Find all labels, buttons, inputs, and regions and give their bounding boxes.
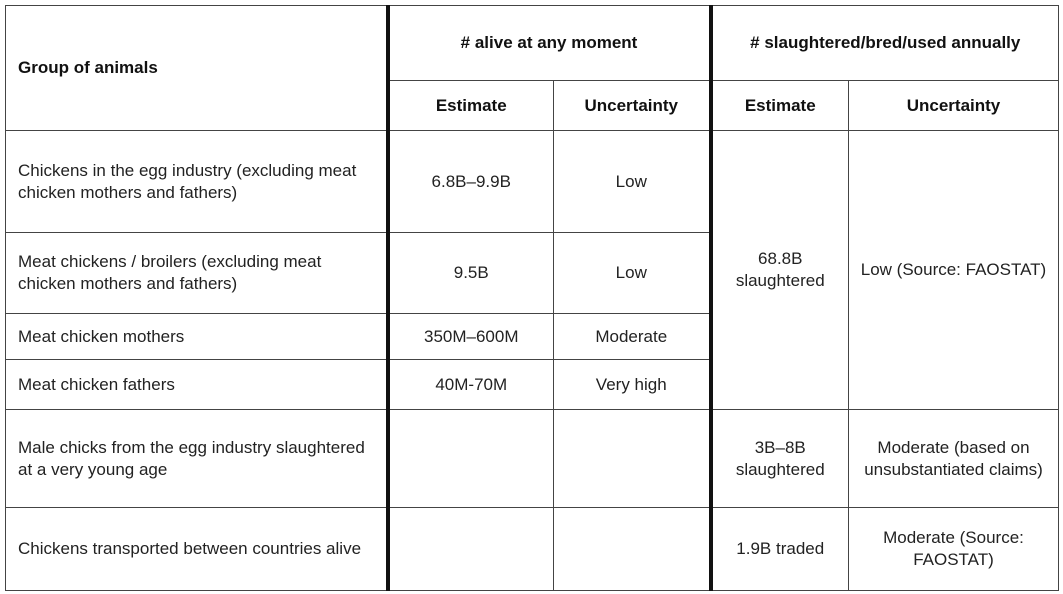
cell: Very high	[553, 359, 713, 410]
empty-cell	[553, 409, 713, 508]
cell: 40M-70M	[387, 359, 554, 410]
row: Chickens in the egg industry (excluding …	[5, 130, 1059, 410]
empty-cell	[553, 507, 713, 591]
header-cell: Group of animals	[5, 5, 390, 131]
cell: Low (Source: FAOSTAT)	[848, 130, 1059, 410]
header-cell: # alive at any moment	[387, 5, 713, 81]
cell: 6.8B–9.9B	[387, 130, 554, 233]
empty-cell	[387, 507, 554, 591]
cell: Meat chicken fathers	[5, 359, 390, 410]
cell: 9.5B	[387, 232, 554, 314]
cell: Male chicks from the egg industry slaugh…	[5, 409, 390, 508]
header-cell: # slaughtered/bred/used annually	[710, 5, 1059, 81]
empty-cell	[387, 409, 554, 508]
cell: Moderate (based on unsubstantiated claim…	[848, 409, 1059, 508]
header-row: Group of animals # alive at any moment #…	[5, 5, 1059, 131]
header-row: Estimate Uncertainty Estimate Uncertaint…	[6, 80, 1059, 131]
cell: 3B–8B slaughtered	[710, 409, 849, 508]
header-cell: Uncertainty	[553, 80, 713, 131]
cell: Chickens transported between countries a…	[5, 507, 390, 591]
data-table: Group of animals # alive at any moment #…	[5, 5, 1059, 591]
cell: Low	[553, 232, 713, 314]
header-cell: Estimate	[710, 80, 849, 131]
cell: Meat chickens / broilers (excluding meat…	[5, 232, 390, 314]
cell: Low	[553, 130, 713, 233]
header-cell: Uncertainty	[848, 80, 1059, 131]
cell: 68.8B slaughtered	[710, 130, 849, 410]
header-cell: Estimate	[387, 80, 554, 131]
cell: Moderate	[553, 313, 713, 360]
row: Chickens transported between countries a…	[5, 507, 1059, 591]
row: Meat chickens / broilers (excluding meat…	[5, 232, 1059, 314]
row: Male chicks from the egg industry slaugh…	[5, 409, 1059, 508]
cell: Moderate (Source: FAOSTAT)	[848, 507, 1059, 591]
cell: Chickens in the egg industry (excluding …	[5, 130, 390, 233]
cell: 1.9B traded	[710, 507, 849, 591]
cell: Meat chicken mothers	[5, 313, 390, 360]
cell: 350M–600M	[387, 313, 554, 360]
